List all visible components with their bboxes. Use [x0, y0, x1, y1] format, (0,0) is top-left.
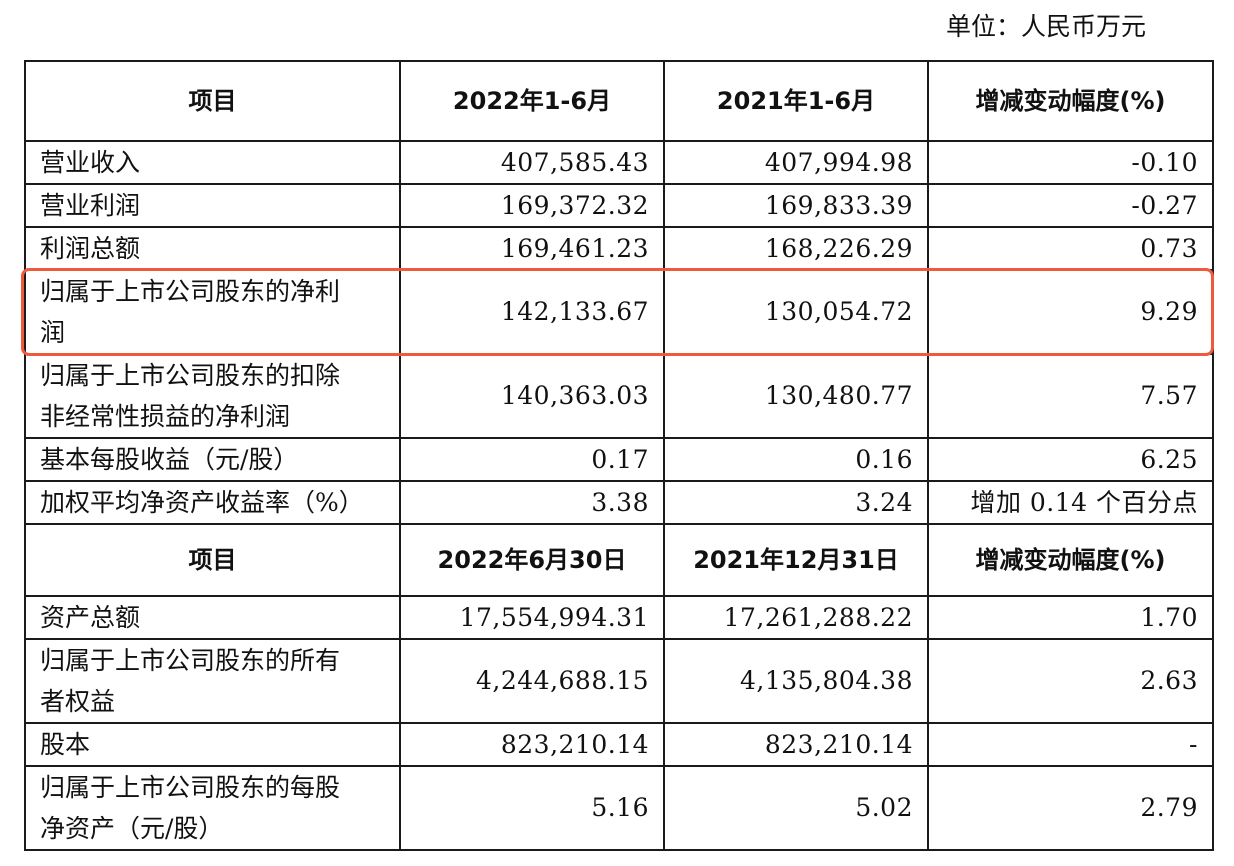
current-value: 5.16	[399, 765, 665, 851]
row-label-line2: 润	[40, 318, 66, 347]
row-label: 归属于上市公司股东的扣除 非经常性损益的净利润	[24, 353, 401, 439]
header-prior-period: 2021年1-6月	[663, 60, 929, 142]
row-label: 归属于上市公司股东的净利润	[24, 269, 401, 355]
row-label-line1: 归属于上市公司股东的每股	[40, 773, 341, 802]
change-value: 6.25	[927, 437, 1214, 482]
row-label: 利润总额	[24, 226, 401, 271]
change-value: 9.29	[927, 269, 1214, 355]
current-value: 140,363.03	[399, 353, 665, 439]
table-row: 利润总额 169,461.23 168,226.29 0.73	[24, 226, 1214, 271]
current-value: 0.17	[399, 437, 665, 482]
row-label-line2: 非经常性损益的净利润	[40, 402, 291, 431]
table-row: 归属于上市公司股东的每股 净资产（元/股） 5.16 5.02 2.79	[24, 765, 1214, 851]
prior-value: 407,994.98	[663, 140, 929, 185]
prior-value: 5.02	[663, 765, 929, 851]
change-value: -0.10	[927, 140, 1214, 185]
current-value: 823,210.14	[399, 722, 665, 767]
prior-value: 17,261,288.22	[663, 595, 929, 640]
prior-value: 0.16	[663, 437, 929, 482]
table-row: 营业收入 407,585.43 407,994.98 -0.10	[24, 140, 1214, 185]
header-change: 增减变动幅度(%)	[927, 523, 1214, 597]
current-value: 3.38	[399, 480, 665, 525]
table-row: 基本每股收益（元/股） 0.17 0.16 6.25	[24, 437, 1214, 482]
change-value: 1.70	[927, 595, 1214, 640]
row-label: 营业利润	[24, 183, 401, 228]
change-value: -	[927, 722, 1214, 767]
row-label-line2: 者权益	[40, 687, 116, 716]
row-label: 股本	[24, 722, 401, 767]
current-value: 407,585.43	[399, 140, 665, 185]
prior-value: 130,480.77	[663, 353, 929, 439]
header-item: 项目	[24, 60, 401, 142]
table-row-highlighted: 归属于上市公司股东的净利润 142,133.67 130,054.72 9.29	[24, 269, 1214, 355]
table-header-row: 项目 2022年1-6月 2021年1-6月 增减变动幅度(%)	[24, 60, 1214, 142]
header-current-date: 2022年6月30日	[399, 523, 665, 597]
change-value: 2.63	[927, 638, 1214, 724]
unit-label: 单位：人民币万元	[945, 12, 1146, 41]
change-value: 2.79	[927, 765, 1214, 851]
change-value: 7.57	[927, 353, 1214, 439]
current-value: 142,133.67	[399, 269, 665, 355]
row-label-line1: 归属于上市公司股东的净利	[40, 277, 341, 306]
prior-value: 169,833.39	[663, 183, 929, 228]
table-row: 归属于上市公司股东的所有 者权益 4,244,688.15 4,135,804.3…	[24, 638, 1214, 724]
row-label: 基本每股收益（元/股）	[24, 437, 401, 482]
row-label-line1: 归属于上市公司股东的扣除	[40, 361, 341, 390]
row-label: 资产总额	[24, 595, 401, 640]
change-value: 0.73	[927, 226, 1214, 271]
prior-value: 168,226.29	[663, 226, 929, 271]
header-prior-date: 2021年12月31日	[663, 523, 929, 597]
change-value: -0.27	[927, 183, 1214, 228]
table-row: 归属于上市公司股东的扣除 非经常性损益的净利润 140,363.03 130,48…	[24, 353, 1214, 439]
change-value: 增加 0.14 个百分点	[927, 480, 1214, 525]
row-label: 加权平均净资产收益率（%）	[24, 480, 401, 525]
row-label: 营业收入	[24, 140, 401, 185]
prior-value: 4,135,804.38	[663, 638, 929, 724]
header-change: 增减变动幅度(%)	[927, 60, 1214, 142]
table-row: 加权平均净资产收益率（%） 3.38 3.24 增加 0.14 个百分点	[24, 480, 1214, 525]
current-value: 17,554,994.31	[399, 595, 665, 640]
prior-value: 130,054.72	[663, 269, 929, 355]
current-value: 169,372.32	[399, 183, 665, 228]
financial-summary-table: 项目 2022年1-6月 2021年1-6月 增减变动幅度(%) 营业收入 40…	[24, 60, 1214, 851]
header-current-period: 2022年1-6月	[399, 60, 665, 142]
current-value: 4,244,688.15	[399, 638, 665, 724]
table-row: 营业利润 169,372.32 169,833.39 -0.27	[24, 183, 1214, 228]
row-label: 归属于上市公司股东的每股 净资产（元/股）	[24, 765, 401, 851]
row-label-line2: 净资产（元/股）	[40, 814, 224, 843]
table-header-row: 项目 2022年6月30日 2021年12月31日 增减变动幅度(%)	[24, 523, 1214, 597]
row-label-line1: 归属于上市公司股东的所有	[40, 646, 341, 675]
prior-value: 823,210.14	[663, 722, 929, 767]
table-row: 股本 823,210.14 823,210.14 -	[24, 722, 1214, 767]
current-value: 169,461.23	[399, 226, 665, 271]
row-label: 归属于上市公司股东的所有 者权益	[24, 638, 401, 724]
prior-value: 3.24	[663, 480, 929, 525]
table-row: 资产总额 17,554,994.31 17,261,288.22 1.70	[24, 595, 1214, 640]
header-item: 项目	[24, 523, 401, 597]
